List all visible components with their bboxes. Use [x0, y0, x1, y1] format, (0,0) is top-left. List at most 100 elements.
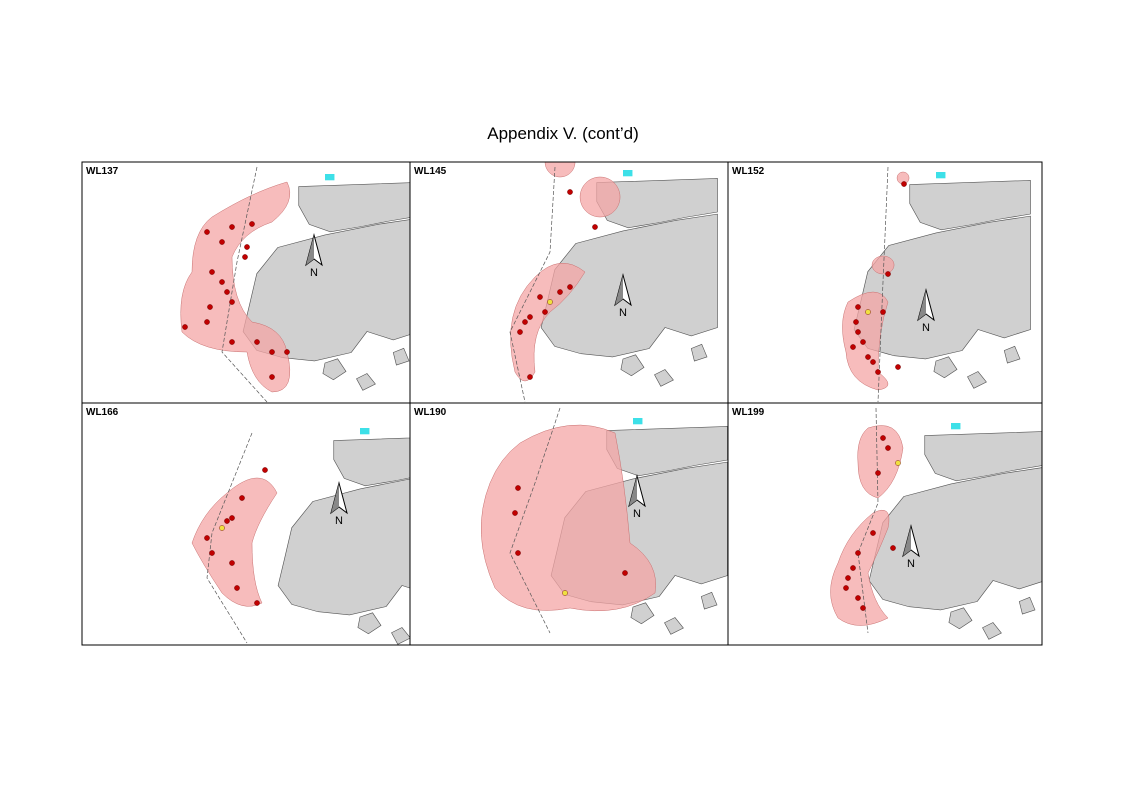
panel-label: WL145	[414, 166, 447, 177]
sighting	[855, 550, 861, 556]
north-label: N	[922, 322, 930, 334]
sighting	[875, 369, 881, 375]
map-content: N	[191, 427, 410, 645]
panel-label: WL190	[414, 407, 447, 418]
panel-frame	[727, 402, 1043, 646]
sighting	[875, 470, 881, 476]
sighting	[207, 304, 213, 310]
map-content: N	[480, 407, 728, 635]
sighting	[515, 550, 521, 556]
sighting	[880, 435, 886, 441]
home-range	[871, 255, 895, 275]
north-label: N	[335, 515, 343, 527]
sighting	[224, 518, 230, 524]
sighting	[219, 525, 225, 531]
sighting	[895, 460, 901, 466]
sighting	[229, 560, 235, 566]
home-range	[510, 263, 586, 382]
sighting	[512, 510, 518, 516]
sighting	[284, 349, 290, 355]
sighting	[242, 254, 248, 260]
home-range	[544, 162, 576, 178]
sighting	[224, 289, 230, 295]
sighting	[850, 565, 856, 571]
sighting	[515, 485, 521, 491]
home-range	[480, 424, 656, 612]
sighting	[622, 570, 628, 576]
sighting	[522, 319, 528, 325]
sighting	[901, 181, 907, 187]
sighting	[885, 445, 891, 451]
map-content: N	[180, 166, 410, 403]
panel-label: WL152	[732, 166, 765, 177]
sighting	[517, 329, 523, 335]
sighting	[843, 585, 849, 591]
sighting	[209, 550, 215, 556]
sighting	[219, 279, 225, 285]
map-content: N	[842, 166, 1032, 403]
map-panel: N WL166	[81, 402, 411, 646]
boundary-line	[509, 166, 556, 403]
sighting	[204, 319, 210, 325]
home-range	[579, 176, 621, 218]
sighting	[209, 269, 215, 275]
sighting	[244, 244, 250, 250]
map-panel: N WL152	[727, 161, 1043, 404]
map-content: N	[509, 162, 719, 403]
sighting	[234, 585, 240, 591]
sighting	[269, 349, 275, 355]
boundary-line	[877, 166, 889, 403]
panel-label: WL166	[86, 407, 119, 418]
sighting	[229, 224, 235, 230]
sighting	[855, 329, 861, 335]
map-panel: N WL199	[727, 402, 1043, 646]
sighting	[204, 535, 210, 541]
land	[853, 171, 1032, 389]
sighting	[855, 304, 861, 310]
boundary-line	[857, 407, 879, 634]
sighting	[229, 299, 235, 305]
map-content: N	[830, 407, 1042, 640]
panel-label: WL137	[86, 166, 119, 177]
sighting	[853, 319, 859, 325]
map-panel: N WL145	[409, 161, 729, 404]
home-range	[191, 477, 278, 607]
sighting	[254, 339, 260, 345]
map-panel: N WL137	[81, 161, 411, 404]
sighting	[850, 344, 856, 350]
sighting	[855, 595, 861, 601]
sighting	[254, 600, 260, 606]
sighting	[845, 575, 851, 581]
sighting	[182, 324, 188, 330]
sighting	[547, 299, 553, 305]
map-panel: N WL190	[409, 402, 729, 646]
page-title: Appendix V. (cont’d)	[487, 124, 639, 143]
sighting	[219, 239, 225, 245]
sighting	[249, 221, 255, 227]
sighting	[239, 495, 245, 501]
sighting	[229, 515, 235, 521]
sighting	[542, 309, 548, 315]
boundary-line	[221, 166, 268, 403]
sighting	[860, 339, 866, 345]
sighting	[567, 284, 573, 290]
boundary-line	[509, 407, 561, 634]
sighting	[537, 294, 543, 300]
sighting	[229, 339, 235, 345]
sighting	[567, 189, 573, 195]
sighting	[865, 309, 871, 315]
sighting	[865, 354, 871, 360]
sighting	[527, 314, 533, 320]
sighting	[562, 590, 568, 596]
sighting	[895, 364, 901, 370]
sighting	[204, 229, 210, 235]
sighting	[262, 467, 268, 473]
sighting	[527, 374, 533, 380]
sighting	[870, 530, 876, 536]
sighting	[592, 224, 598, 230]
north-label: N	[619, 307, 627, 319]
sighting	[557, 289, 563, 295]
north-label: N	[633, 508, 641, 520]
